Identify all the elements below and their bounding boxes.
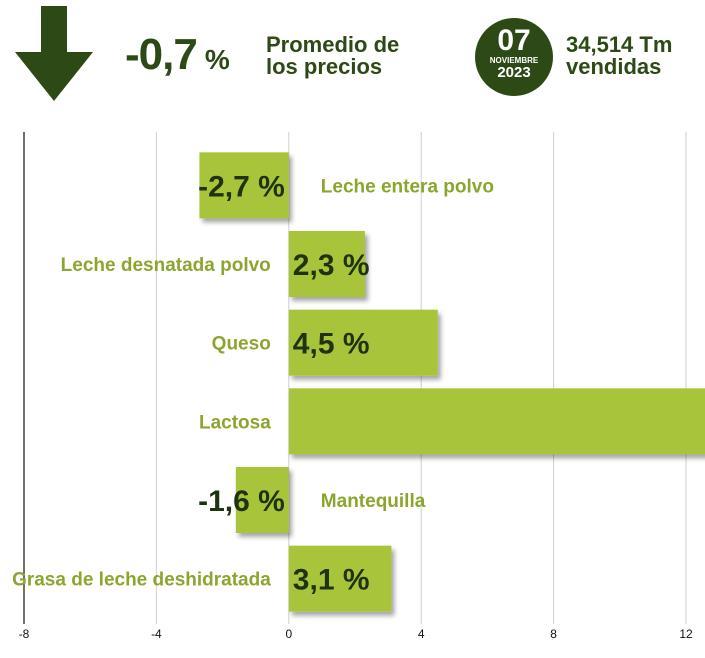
price-change: -0,7% (125, 30, 230, 80)
data-label: 3,1 % (293, 564, 370, 597)
tons-sold: 34,514 Tm vendidas (566, 34, 705, 78)
category-label: Grasa de leche deshidratada (12, 570, 271, 591)
tons-sold-value: 34,514 Tm (566, 32, 673, 57)
tick-label: 12 (679, 627, 693, 641)
date-day: 07 (497, 24, 531, 57)
bar (288, 388, 705, 455)
tick-label: -8 (19, 627, 30, 641)
bar (235, 467, 289, 533)
bar (288, 545, 392, 612)
date-month: NOVIEMBRE (489, 56, 539, 65)
price-change-value: -0,7 (125, 30, 198, 79)
bar (288, 309, 438, 376)
tick-label: -4 (151, 627, 162, 641)
bar (199, 152, 289, 219)
data-label: 4,5 % (293, 328, 370, 361)
category-label: Queso (212, 334, 271, 355)
tick-label: 0 (285, 627, 292, 641)
header: -0,7% Promedio de los precios 07 NOVIEMB… (0, 0, 705, 110)
category-label: Mantequilla (321, 491, 426, 512)
tick-label: 4 (418, 627, 425, 641)
category-label: Leche entera polvo (321, 176, 494, 197)
data-label: -1,6 % (198, 485, 285, 518)
category-label: Lactosa (199, 412, 271, 433)
data-label: 2,3 % (293, 249, 370, 282)
date-badge: 07 NOVIEMBRE 2023 (475, 18, 553, 96)
price-change-label: Promedio de los precios (266, 34, 446, 78)
bar (288, 231, 365, 297)
data-label: -2,7 % (198, 170, 285, 203)
tick-label: 8 (550, 627, 557, 641)
price-change-unit: % (204, 44, 230, 75)
price-change-label-line1: Promedio de (266, 32, 400, 57)
price-change-label-line2: los precios (266, 54, 383, 79)
date-year: 2023 (497, 64, 531, 81)
category-label: Leche desnatada polvo (61, 255, 271, 276)
down-arrow-icon (15, 6, 93, 101)
tons-sold-label: vendidas (566, 54, 662, 79)
